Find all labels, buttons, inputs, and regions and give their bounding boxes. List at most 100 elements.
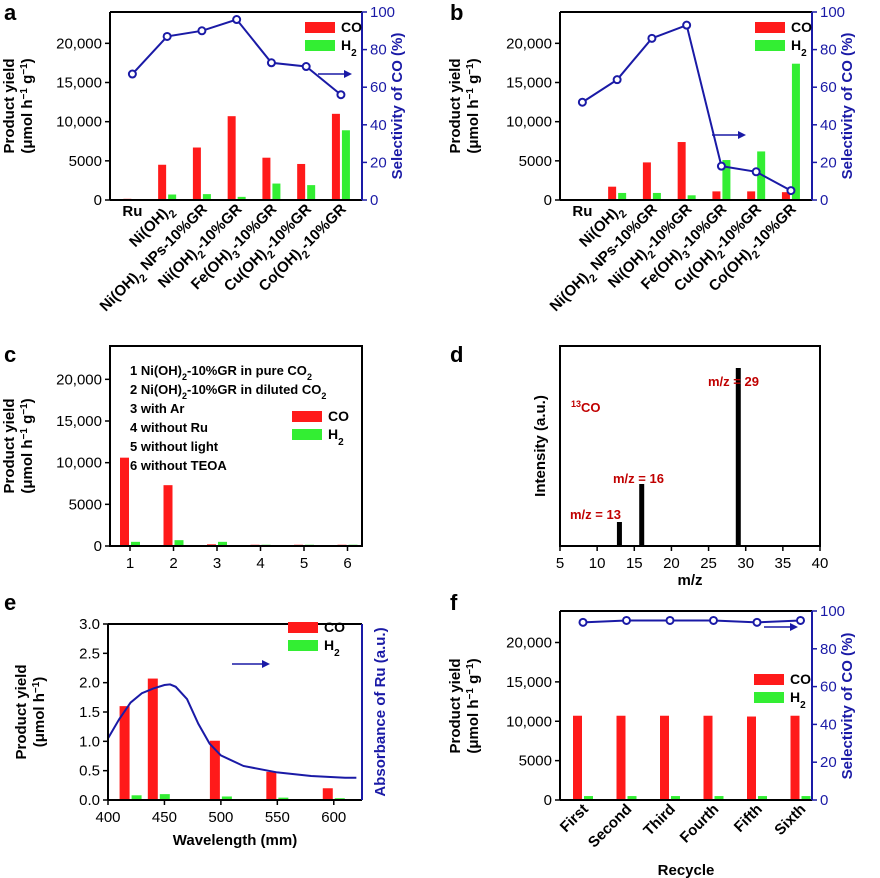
bar-h2 (341, 130, 350, 200)
bar-co (262, 157, 271, 200)
condition-note: 2 Ni(OH)2-10%GR in diluted CO2 (130, 382, 326, 401)
bar-h2 (627, 796, 637, 800)
y-tick-label: 10,000 (56, 455, 102, 472)
bar-h2 (801, 796, 811, 800)
unit-part: (μmol h (31, 693, 48, 747)
peak-label: m/z = 16 (613, 471, 664, 486)
y-tick-label: 5000 (519, 153, 552, 170)
y-axis-unit-label: (μmol h−1 g−1) (19, 58, 37, 153)
bar-co (322, 788, 333, 800)
panel-d: 5 10 15 20 25 30 35 40 m/z Intensity (a.u.) 13CO m/… (532, 345, 829, 589)
selectivity-point (162, 31, 172, 41)
y-tick-label: 5000 (69, 153, 102, 170)
bar-h2 (272, 183, 281, 200)
unit-sup: −1 (465, 63, 476, 75)
y-tick-label: 0 (94, 192, 102, 209)
panel-f: 0 5000 10,000 15,000 20,000 0 20 40 60 80 100 First… (447, 603, 856, 878)
y2-tick-label: 60 (370, 79, 387, 96)
arrow-head (344, 70, 352, 78)
y-tick-label: 15,000 (56, 413, 102, 430)
unit-part: (μmol h (19, 99, 36, 153)
y2-axis-label: Absorbance of Ru (a.u.) (372, 627, 389, 796)
legend-label-co: CO (791, 19, 812, 35)
y-tick-label: 20,000 (506, 635, 552, 652)
bar-co (227, 116, 236, 200)
unit-sup: −1 (19, 63, 30, 75)
y2-tick-label: 20 (820, 154, 837, 171)
selectivity-point (336, 90, 346, 100)
bar-co (297, 163, 306, 200)
selectivity-point (266, 58, 276, 68)
x-tick-label: 450 (152, 809, 177, 826)
y-axis-unit-label: (μmol h−1 g−1) (465, 58, 483, 153)
y-tick-label: 15,000 (506, 674, 552, 691)
condition-note: 3 with Ar (130, 401, 184, 416)
y-tick-label: 1.5 (79, 704, 100, 721)
unit-part: g (19, 75, 36, 88)
unit-sup: −1 (19, 428, 30, 440)
selectivity-point (751, 167, 761, 177)
bar-h2 (722, 160, 731, 200)
legend-swatch-h2 (755, 40, 785, 51)
spectrum-peak (639, 484, 645, 546)
x-tick-label: 10 (589, 555, 606, 572)
bar-co (660, 715, 669, 800)
selectivity-point (647, 33, 657, 43)
y2-tick-label: 20 (820, 754, 837, 771)
x-tick-label: 1 (126, 555, 134, 572)
unit-part: ) (31, 677, 48, 682)
legend-swatch-h2 (288, 640, 318, 651)
y2-tick-label: 0 (370, 192, 378, 209)
y-tick-label: 10,000 (506, 114, 552, 131)
selectivity-point (232, 15, 242, 25)
legend-label-h2: H2 (790, 689, 806, 711)
note-part: -10%GR in diluted CO (187, 382, 321, 397)
x-category-label: First (557, 801, 592, 836)
y-tick-label: 2.5 (79, 645, 100, 662)
y-tick-label: 5000 (69, 496, 102, 513)
note-sub: 2 (182, 391, 187, 401)
bar-h2 (714, 796, 724, 800)
unit-part: g (19, 415, 36, 428)
y2-tick-label: 80 (820, 641, 837, 658)
unit-sup: −1 (465, 88, 476, 100)
y-tick-label: 20,000 (56, 35, 102, 52)
legend-h2-sub: 2 (800, 700, 806, 711)
bar-co (163, 485, 173, 546)
x-tick-label: 25 (700, 555, 717, 572)
legend-swatch-co (292, 411, 322, 422)
y-tick-label: 20,000 (506, 35, 552, 52)
annotation-sup: 13 (571, 399, 581, 409)
selectivity-point (197, 26, 207, 36)
arrow-head (262, 660, 270, 668)
legend-label-h2: H2 (324, 637, 340, 659)
y-axis-unit-label: (μmol h−1 g−1) (465, 658, 483, 753)
bar-co (703, 715, 713, 800)
unit-part: ) (19, 58, 36, 63)
y-tick-label: 15,000 (506, 75, 552, 92)
bar-co (712, 191, 721, 200)
selectivity-point (127, 69, 137, 79)
x-axis-label: m/z (677, 572, 702, 589)
x-tick-label: 15 (626, 555, 643, 572)
y-axis-label: Product yield (447, 658, 464, 753)
x-category-label: Third (640, 801, 679, 840)
legend-swatch-co (288, 622, 318, 633)
legend-label-h2: H2 (791, 37, 807, 59)
y-tick-label: 1.0 (79, 733, 100, 750)
x-category-label: Ru (122, 203, 142, 220)
y-tick-label: 0.0 (79, 792, 100, 809)
legend-label-co: CO (790, 671, 811, 687)
spectrum-peak (735, 368, 741, 546)
selectivity-point (665, 615, 675, 625)
legend-label-co: CO (341, 19, 362, 35)
selectivity-line (582, 619, 801, 624)
peak-label: m/z = 29 (708, 374, 759, 389)
selectivity-point (786, 186, 796, 196)
y2-axis-label: Selectivity of CO (%) (389, 33, 406, 180)
bar-h2 (278, 797, 289, 800)
x-tick-label: 40 (812, 555, 829, 572)
y2-axis-label: Selectivity of CO (%) (839, 33, 856, 180)
selectivity-point (752, 617, 762, 627)
bar-h2 (218, 541, 227, 546)
